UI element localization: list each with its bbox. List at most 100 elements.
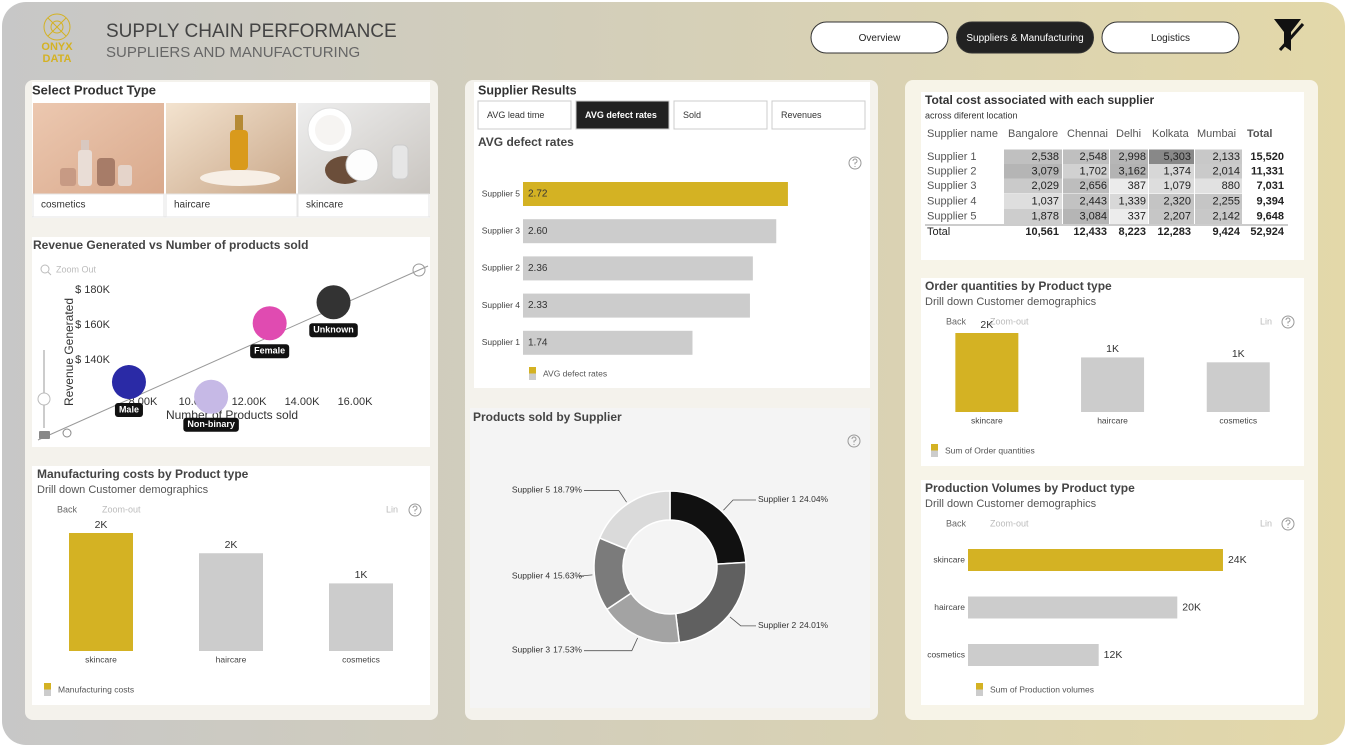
value-label: 24K — [1228, 554, 1247, 566]
toolbar-button[interactable]: Zoom-out — [990, 518, 1029, 528]
table-cell: 8,223 — [1118, 226, 1146, 238]
heat-cell — [1004, 149, 1062, 165]
category-label: Supplier 4 — [482, 300, 521, 310]
point-label-bg — [250, 344, 290, 359]
bar[interactable] — [69, 532, 133, 651]
table-cell: 5,303 — [1163, 151, 1191, 163]
help-icon[interactable] — [848, 156, 862, 170]
help-circle — [408, 503, 422, 517]
bar[interactable] — [523, 293, 750, 318]
help-icon[interactable] — [1281, 517, 1295, 531]
table-cell: 3,162 — [1118, 165, 1146, 177]
toolbar-button[interactable]: Zoom-out — [990, 316, 1029, 326]
toolbar-button[interactable]: Back — [57, 504, 78, 514]
legend-label: Sum of Order quantities — [945, 445, 1035, 455]
heat-cell — [1149, 194, 1194, 209]
product-caption-box[interactable] — [297, 193, 430, 218]
product-image[interactable] — [33, 103, 164, 194]
bar[interactable] — [523, 182, 788, 206]
heat-cell — [1004, 194, 1062, 209]
table-header: Mumbai — [1197, 128, 1236, 140]
tab-label: AVG defect rates — [585, 110, 657, 120]
help-icon[interactable] — [1281, 315, 1295, 329]
toolbar-button[interactable]: Lin — [1260, 316, 1272, 326]
heat-cell — [1195, 149, 1242, 165]
value-label: 2.33 — [528, 300, 548, 311]
tab-button[interactable] — [771, 100, 866, 130]
donut-slice[interactable] — [598, 490, 671, 551]
table-cell: Supplier 4 — [927, 195, 977, 207]
value-label: 2.72 — [528, 189, 548, 200]
toolbar-button[interactable]: Lin — [1260, 518, 1272, 528]
table-cell: 3,084 — [1079, 210, 1107, 222]
toolbar-button[interactable]: Back — [946, 316, 967, 326]
table-cell: 3,079 — [1031, 165, 1059, 177]
table-cell: 880 — [1222, 180, 1240, 192]
product-caption: cosmetics — [41, 200, 85, 211]
product-image[interactable] — [166, 103, 296, 194]
point-label: Male — [119, 404, 139, 414]
x-tick-label: 16.00K — [338, 396, 374, 408]
product-caption-box[interactable] — [32, 193, 165, 218]
product-image[interactable] — [298, 103, 430, 194]
table-cell: 2,029 — [1031, 180, 1059, 192]
value-label: 2K — [225, 539, 238, 551]
slice-name: Supplier 5 — [512, 485, 551, 495]
bar[interactable] — [523, 256, 753, 281]
value-label: 1K — [1232, 348, 1245, 360]
toolbar-button[interactable]: Zoom-out — [102, 504, 141, 514]
help-icon[interactable] — [847, 434, 861, 448]
bar[interactable] — [968, 549, 1223, 571]
toolbar-button[interactable]: Lin — [386, 504, 398, 514]
chart-title: AVG defect rates — [478, 135, 574, 149]
table-header: Total — [1247, 128, 1272, 140]
zoom-icon[interactable] — [40, 264, 52, 276]
bar[interactable] — [199, 553, 263, 651]
tab-button[interactable] — [673, 100, 768, 130]
value-label: 1.74 — [528, 337, 548, 348]
category-label: skincare — [85, 654, 117, 664]
bar[interactable] — [1081, 357, 1145, 412]
help-circle — [848, 156, 862, 170]
nav-button[interactable] — [1101, 21, 1240, 54]
help-icon[interactable] — [412, 263, 426, 277]
table-subtitle: across diferent location — [925, 110, 1018, 120]
toolbar-button[interactable]: Zoom Out — [56, 264, 97, 274]
table-cell: 1,339 — [1118, 195, 1146, 207]
bar[interactable] — [1206, 362, 1270, 412]
table-cell: 52,924 — [1250, 226, 1285, 238]
tab-label: AVG lead time — [487, 110, 544, 120]
bar[interactable] — [523, 330, 693, 355]
y-axis-label: Revenue Generated — [62, 298, 76, 406]
help-icon[interactable] — [408, 503, 422, 517]
value-label: 2K — [980, 319, 993, 331]
product-caption-box[interactable] — [165, 193, 298, 218]
scatter-point[interactable] — [194, 379, 229, 414]
heat-cell — [1063, 194, 1109, 209]
tab-button[interactable] — [477, 100, 572, 130]
slice-label: Supplier 3 17.53% — [512, 645, 583, 655]
tab-button[interactable] — [575, 100, 670, 130]
slice-value: 17.53% — [553, 645, 582, 655]
leader-line — [723, 499, 756, 511]
nav-label: Suppliers & Manufacturing — [966, 33, 1083, 44]
bar[interactable] — [955, 333, 1019, 412]
card — [470, 408, 870, 708]
bar[interactable] — [968, 596, 1178, 619]
slice-value: 24.04% — [799, 494, 828, 504]
bar[interactable] — [523, 219, 777, 244]
zoom-slider[interactable] — [37, 350, 72, 439]
nav-button[interactable] — [810, 21, 949, 54]
scatter-point[interactable] — [316, 285, 351, 320]
scatter-point[interactable] — [252, 306, 287, 341]
bar[interactable] — [968, 644, 1099, 666]
nav-button[interactable] — [956, 21, 1094, 54]
help-glyph — [1285, 317, 1291, 326]
leader-line — [729, 616, 756, 627]
toolbar-button[interactable]: Back — [946, 518, 967, 528]
scatter-point[interactable] — [111, 365, 146, 400]
product-caption: skincare — [306, 200, 344, 211]
bar[interactable] — [329, 583, 393, 651]
page-title: SUPPLY CHAIN PERFORMANCE — [106, 21, 397, 42]
category-label: skincare — [933, 554, 965, 564]
